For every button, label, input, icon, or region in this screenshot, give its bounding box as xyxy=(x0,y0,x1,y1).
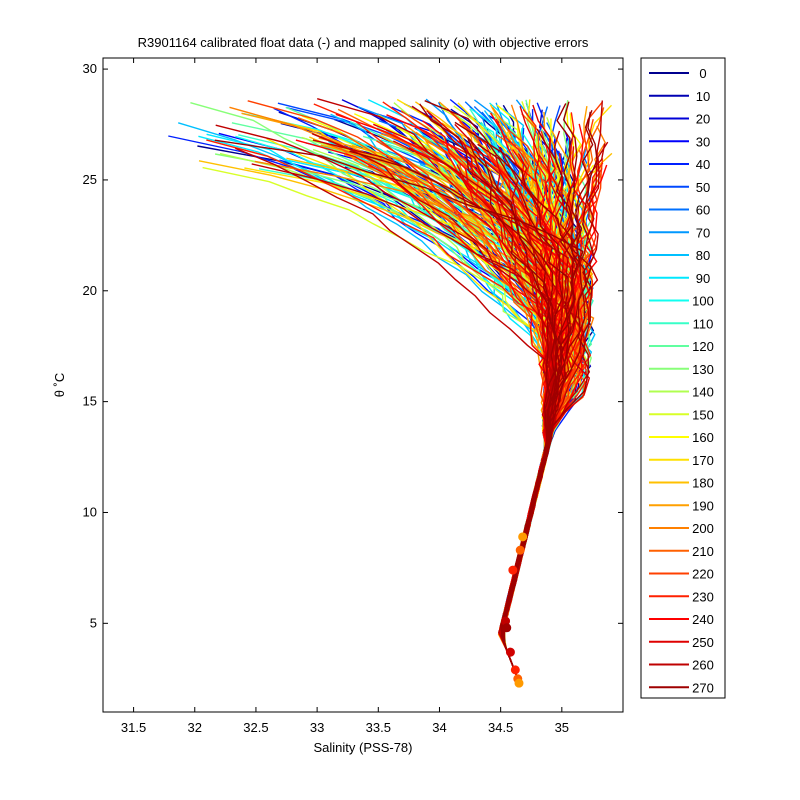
x-tick-label: 35 xyxy=(555,720,569,735)
mapped-salinity-point xyxy=(508,565,518,575)
profile-line xyxy=(501,128,587,628)
legend-label: 270 xyxy=(692,680,714,695)
legend-label: 230 xyxy=(692,589,714,604)
legend-label: 30 xyxy=(696,134,710,149)
x-tick-label: 31.5 xyxy=(121,720,146,735)
legend-label: 140 xyxy=(692,385,714,400)
legend-label: 20 xyxy=(696,112,710,127)
legend-label: 100 xyxy=(692,294,714,309)
y-tick-label: 5 xyxy=(90,615,97,630)
x-tick-label: 34 xyxy=(432,720,446,735)
y-tick-label: 30 xyxy=(83,61,97,76)
legend-label: 260 xyxy=(692,658,714,673)
mapped-salinity-point xyxy=(502,623,512,633)
legend: 0 10 20 30 40 50 60 70 80 90 100 110 120 130 140 150 160… xyxy=(640,57,726,699)
x-tick-label: 34.5 xyxy=(488,720,513,735)
mapped-salinity-point xyxy=(514,678,524,688)
legend-label: 130 xyxy=(692,362,714,377)
legend-label: 190 xyxy=(692,498,714,513)
y-tick-label: 10 xyxy=(83,504,97,519)
mapped-salinity-markers xyxy=(501,532,528,688)
chart-title: R3901164 calibrated float data (-) and m… xyxy=(138,35,589,50)
x-tick-label: 33.5 xyxy=(366,720,391,735)
x-tick-label: 32.5 xyxy=(243,720,268,735)
y-tick-label: 15 xyxy=(83,394,97,409)
profile-line xyxy=(501,103,574,658)
legend-label: 220 xyxy=(692,567,714,582)
legend-label: 80 xyxy=(696,248,710,263)
legend-label: 40 xyxy=(696,157,710,172)
legend-label: 70 xyxy=(696,225,710,240)
legend-label: 90 xyxy=(696,271,710,286)
y-axis: 5 10 15 20 25 30 xyxy=(83,61,623,630)
legend-label: 120 xyxy=(692,339,714,354)
legend-label: 10 xyxy=(696,89,710,104)
x-axis-title: Salinity (PSS-78) xyxy=(314,740,413,755)
mapped-salinity-point xyxy=(515,545,525,555)
legend-label: 160 xyxy=(692,430,714,445)
legend-label: 170 xyxy=(692,453,714,468)
legend-label: 60 xyxy=(696,203,710,218)
legend-label: 200 xyxy=(692,521,714,536)
legend-label: 210 xyxy=(692,544,714,559)
legend-label: 110 xyxy=(693,316,714,331)
y-axis-title: θ ˚C xyxy=(52,373,67,398)
x-tick-label: 33 xyxy=(310,720,324,735)
legend-label: 250 xyxy=(692,635,714,650)
mapped-salinity-point xyxy=(518,532,528,542)
mapped-salinity-point xyxy=(510,665,520,675)
x-tick-label: 32 xyxy=(188,720,202,735)
plot-frame xyxy=(102,57,624,713)
legend-label: 150 xyxy=(692,407,714,422)
y-tick-label: 25 xyxy=(83,172,97,187)
mapped-salinity-point xyxy=(505,647,515,657)
legend-label: 240 xyxy=(692,612,714,627)
y-tick-label: 20 xyxy=(83,283,97,298)
legend-label: 180 xyxy=(692,476,714,491)
legend-label: 0 xyxy=(699,66,706,81)
x-axis: 31.5 32 32.5 33 33.5 34 34.5 35 xyxy=(121,58,569,735)
legend-label: 50 xyxy=(696,180,710,195)
